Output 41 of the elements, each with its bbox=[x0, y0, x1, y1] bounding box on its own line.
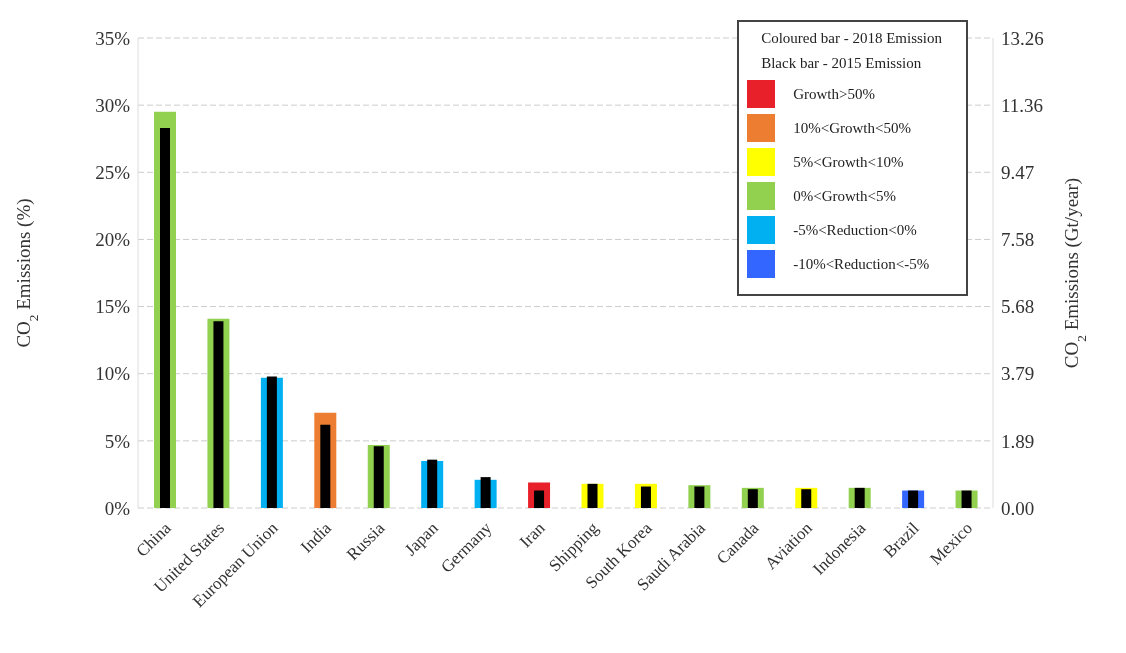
bar bbox=[373, 446, 384, 508]
bar bbox=[534, 490, 545, 508]
bar bbox=[694, 486, 705, 508]
legend-label: -5%<Reduction<0% bbox=[793, 221, 917, 239]
bar bbox=[908, 490, 919, 508]
y-tick-label: 5% bbox=[104, 430, 131, 452]
bar bbox=[747, 489, 758, 508]
bar bbox=[854, 487, 865, 508]
bar bbox=[427, 459, 438, 508]
legend-label: 5%<Growth<10% bbox=[793, 153, 904, 171]
bar bbox=[213, 321, 224, 508]
y2-tick-label: 9.47 bbox=[1001, 162, 1035, 184]
x-tick-label: India bbox=[296, 518, 336, 557]
y2-tick-label: 1.89 bbox=[1001, 430, 1035, 452]
y-tick-label: 35% bbox=[95, 27, 131, 49]
bar bbox=[961, 490, 972, 508]
legend-label: 10%<Growth<50% bbox=[793, 119, 911, 137]
x-tick-label: Iran bbox=[515, 518, 550, 552]
y2-tick-label: 13.26 bbox=[1001, 27, 1044, 49]
y-tick-label: 0% bbox=[104, 497, 131, 519]
y2-tick-label: 3.79 bbox=[1001, 363, 1035, 385]
legend-label: Growth>50% bbox=[793, 85, 875, 103]
y2-tick-label: 11.36 bbox=[1001, 95, 1044, 117]
y-tick-label: 30% bbox=[95, 94, 131, 116]
y-tick-label: 25% bbox=[95, 162, 131, 184]
bar bbox=[587, 483, 598, 508]
legend-title: Coloured bar - 2018 Emission Black bar - 2015 Emission bbox=[761, 30, 942, 71]
y-tick-label: 20% bbox=[95, 229, 131, 251]
y2-tick-label: 5.68 bbox=[1001, 296, 1035, 318]
legend-label: 0%<Growth<5% bbox=[793, 187, 896, 205]
y2-tick-label: 0.00 bbox=[1001, 497, 1035, 519]
bar bbox=[160, 127, 170, 508]
bar bbox=[640, 486, 651, 508]
bar bbox=[320, 424, 331, 508]
y-tick-label: 10% bbox=[95, 363, 131, 385]
y2-tick-label: 7.58 bbox=[1001, 229, 1035, 251]
bar bbox=[480, 477, 491, 508]
bar bbox=[801, 489, 812, 508]
y-tick-label: 15% bbox=[95, 296, 131, 318]
legend-label: -10%<Reduction<-5% bbox=[793, 255, 930, 273]
bar bbox=[266, 376, 277, 508]
